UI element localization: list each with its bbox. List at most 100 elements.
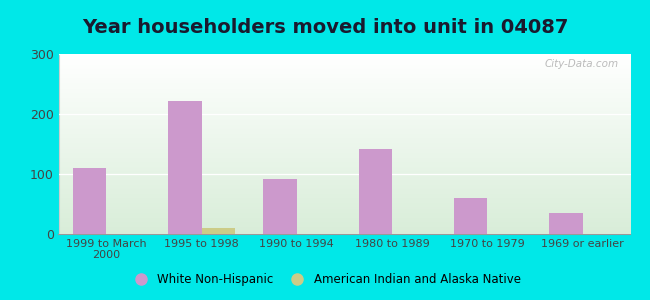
Bar xyxy=(58,112,630,114)
Bar xyxy=(58,148,630,150)
Bar xyxy=(58,122,630,123)
Bar xyxy=(58,196,630,198)
Bar xyxy=(58,103,630,105)
Bar xyxy=(58,180,630,182)
Bar xyxy=(58,160,630,162)
Bar xyxy=(58,116,630,117)
Bar xyxy=(58,232,630,234)
Bar xyxy=(58,74,630,75)
Bar xyxy=(58,69,630,70)
Bar xyxy=(58,167,630,168)
Bar xyxy=(58,147,630,148)
Bar xyxy=(58,162,630,164)
Bar xyxy=(58,100,630,102)
Bar xyxy=(58,132,630,134)
Bar xyxy=(58,72,630,74)
Bar xyxy=(58,156,630,158)
Bar xyxy=(58,186,630,188)
Bar xyxy=(58,171,630,172)
Bar xyxy=(58,154,630,156)
Bar xyxy=(58,224,630,225)
Bar xyxy=(58,198,630,200)
Bar xyxy=(58,190,630,192)
Bar xyxy=(58,87,630,88)
Bar xyxy=(58,140,630,141)
Bar xyxy=(58,200,630,201)
Bar xyxy=(58,208,630,210)
Bar xyxy=(58,207,630,208)
Bar xyxy=(58,202,630,204)
Bar xyxy=(58,142,630,144)
Bar xyxy=(58,176,630,177)
Bar xyxy=(58,85,630,87)
Bar xyxy=(58,201,630,202)
Bar xyxy=(58,220,630,222)
Bar xyxy=(58,194,630,195)
Bar xyxy=(58,106,630,108)
Bar xyxy=(58,192,630,194)
Bar xyxy=(58,93,630,94)
Bar xyxy=(58,54,630,56)
Bar xyxy=(58,58,630,60)
Bar xyxy=(58,56,630,57)
Bar xyxy=(58,189,630,190)
Bar xyxy=(58,136,630,138)
Bar xyxy=(58,164,630,165)
Bar xyxy=(58,144,630,146)
Bar xyxy=(58,150,630,152)
Bar xyxy=(58,159,630,160)
Bar xyxy=(58,102,630,104)
Bar xyxy=(58,153,630,154)
Bar xyxy=(58,172,630,174)
Bar xyxy=(58,66,630,68)
Bar xyxy=(58,63,630,64)
Bar xyxy=(58,174,630,176)
Bar xyxy=(58,76,630,78)
Bar xyxy=(58,111,630,112)
Bar xyxy=(58,90,630,92)
Bar xyxy=(58,88,630,90)
Bar xyxy=(58,98,630,99)
Bar xyxy=(58,70,630,72)
Bar xyxy=(58,124,630,126)
Bar xyxy=(58,165,630,166)
Bar xyxy=(58,68,630,69)
Bar xyxy=(58,110,630,111)
Bar xyxy=(58,99,630,100)
Bar xyxy=(58,206,630,207)
Bar xyxy=(58,158,630,159)
Bar xyxy=(58,61,630,63)
Bar xyxy=(58,214,630,216)
Bar xyxy=(58,82,630,84)
Bar xyxy=(58,120,630,122)
Bar xyxy=(58,60,630,61)
Bar xyxy=(58,188,630,189)
Bar xyxy=(58,141,630,142)
Bar xyxy=(58,96,630,98)
Bar xyxy=(58,226,630,228)
Bar xyxy=(58,146,630,147)
Bar xyxy=(202,228,235,234)
Bar xyxy=(58,213,630,214)
Bar xyxy=(58,182,630,183)
Bar xyxy=(58,225,630,226)
Bar xyxy=(58,108,630,110)
Bar xyxy=(58,138,630,140)
Bar xyxy=(58,123,630,124)
Bar xyxy=(58,80,630,81)
Bar xyxy=(58,128,630,129)
Bar xyxy=(58,134,630,135)
Bar xyxy=(58,184,630,186)
Bar xyxy=(58,219,630,220)
Bar xyxy=(58,126,630,128)
Bar xyxy=(359,149,392,234)
Bar xyxy=(549,213,583,234)
Bar xyxy=(73,168,106,234)
Bar xyxy=(58,129,630,130)
Text: City-Data.com: City-Data.com xyxy=(545,59,619,69)
Text: Year householders moved into unit in 04087: Year householders moved into unit in 040… xyxy=(82,18,568,37)
Bar xyxy=(58,114,630,116)
Bar xyxy=(58,78,630,80)
Bar xyxy=(58,152,630,153)
Bar xyxy=(58,169,630,171)
